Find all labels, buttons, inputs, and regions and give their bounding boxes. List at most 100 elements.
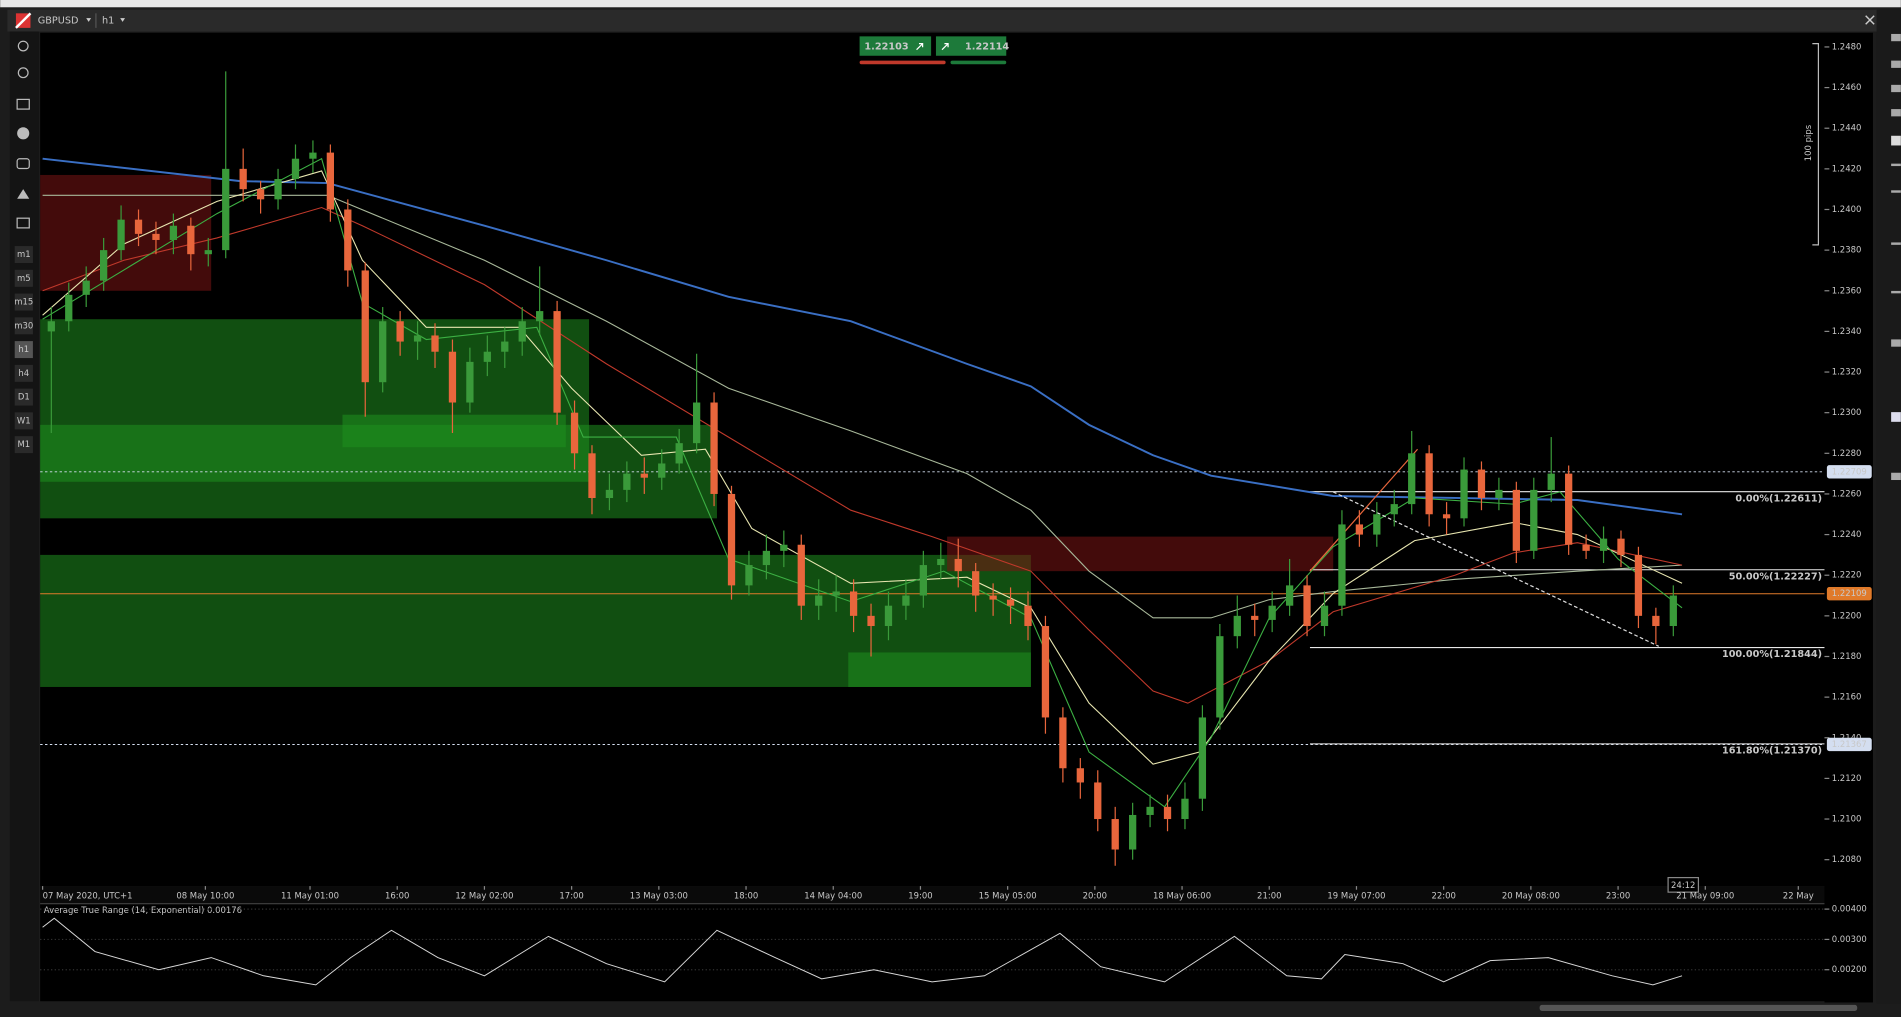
candle-body [640,473,648,478]
countdown: 24:12 [1671,880,1695,890]
candle-body [1251,615,1259,620]
candle-body [1233,615,1241,637]
x-tick-label: 22 May [1783,890,1814,900]
tool-icon[interactable] [1891,60,1901,68]
candle-body [1530,489,1538,551]
price-label: 1.22709 [1832,466,1867,476]
tool-icon[interactable] [1891,472,1901,481]
y-tick-label: 1.2340 [1832,326,1862,336]
indicators[interactable] [17,127,30,140]
dropdown-arrow[interactable] [86,18,92,22]
x-tick-label: 13 May 03:00 [630,890,688,900]
timeframe-button[interactable] [14,412,33,430]
templates[interactable] [16,158,30,170]
y-tick-label: 1.2460 [1832,82,1862,92]
candle-body [1669,595,1677,627]
zoom-out[interactable] [17,67,29,79]
candle-body [326,152,335,210]
x-tick-label: 19 May 07:00 [1327,890,1385,900]
candle-body [832,591,840,596]
symbol[interactable]: GBPUSD [38,16,79,27]
ask-price: 1.22114 [965,42,1009,53]
atr-tick-label: 0.00200 [1832,964,1867,974]
tool-icon[interactable] [1891,163,1901,167]
scrollbar[interactable] [1539,1004,1858,1011]
candle-body [1320,605,1329,627]
x-tick-label: 19:00 [908,890,932,900]
candle-body [1198,717,1207,799]
timeframe-button[interactable] [14,317,33,335]
tool-icon[interactable] [1891,242,1901,245]
zone [342,414,566,448]
y-tick-label: 1.2360 [1832,285,1862,295]
tool-icon[interactable] [1891,412,1901,422]
candle-body [1268,605,1276,620]
x-tick-label: 20 May 08:00 [1502,890,1560,900]
timeframe-label: W1 [17,415,31,425]
atr-tick-label: 0.00400 [1832,904,1867,914]
candle-body [501,341,509,352]
bid-box[interactable] [859,36,932,56]
trend-line [1332,491,1660,647]
fib-label: 161.80%(1.21370) [1722,746,1822,757]
candle-body [972,571,980,596]
tool-icon[interactable] [1891,84,1901,93]
candle-body [431,335,439,352]
timeframe-label: m1 [17,249,31,259]
close-button[interactable] [1865,15,1875,25]
timeframe-button[interactable] [14,436,33,454]
candle-body [989,595,997,600]
chart-type[interactable] [16,98,30,110]
candle-body [100,250,108,281]
candle-body [1181,798,1189,820]
x-tick-label: 20:00 [1083,890,1107,900]
candle-body [553,311,561,413]
ask-box[interactable] [935,36,1007,56]
x-tick-label: 21:00 [1257,890,1281,900]
x-tick-label: 08 May 10:00 [176,890,234,900]
bid-price: 1.22103 [864,42,908,53]
timeframe-button[interactable] [14,269,33,287]
buy-arrow [941,43,949,51]
tool-icon[interactable] [1891,135,1901,146]
timeframe-button[interactable] [14,246,33,264]
candle-body [204,250,212,255]
atr-pane [40,904,1825,1002]
candle-body [1146,806,1154,815]
candle-body [954,558,962,572]
timeframe-button[interactable] [14,388,33,406]
price-axis [1824,32,1873,1003]
atr-tick-label: 0.00300 [1832,934,1867,944]
candle-body [134,219,143,234]
candle-body [291,158,300,180]
x-tick-label: 18 May 06:00 [1153,890,1211,900]
timeframe[interactable]: h1 [102,16,114,27]
candle-body [1512,489,1520,551]
candle-body [222,168,230,251]
candle-body [1565,473,1573,545]
tool-icon[interactable] [1891,290,1901,294]
tool-icon[interactable] [1891,33,1901,42]
candle-body [344,209,352,271]
timeframe-button[interactable] [14,293,33,311]
candle-body [745,565,753,586]
y-tick-label: 1.2400 [1832,204,1862,214]
moving-average [42,194,1683,619]
dropdown-arrow[interactable] [120,18,126,22]
price-label: 1.22109 [1832,588,1867,598]
x-tick-label: 17:00 [559,890,583,900]
left-toolbar [9,31,39,1002]
trading[interactable] [17,189,30,199]
candle-body [1024,605,1032,627]
timeframe-button[interactable] [14,341,33,359]
timeframe-button[interactable] [14,364,33,382]
tool-icon[interactable] [1891,190,1901,193]
fib-label: 50.00%(1.22227) [1729,571,1822,582]
zoom-in[interactable] [17,40,29,52]
candle-body [448,351,457,403]
trend-line [1309,448,1418,572]
settings[interactable] [16,217,30,229]
tool-icon[interactable] [1891,109,1901,117]
tool-icon[interactable] [1891,339,1901,347]
